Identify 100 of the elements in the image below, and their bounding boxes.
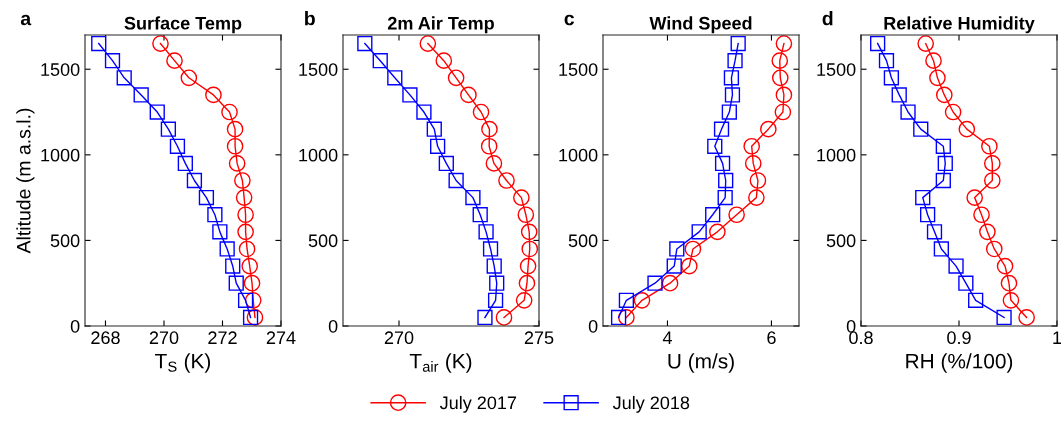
point [242, 309, 259, 326]
point [900, 104, 916, 120]
y-axis-title: Altitude (m a.s.l.) [16, 108, 35, 254]
point [633, 291, 651, 309]
x-tick-label: 6 [767, 331, 776, 345]
point [180, 69, 198, 87]
point [917, 35, 935, 52]
point [775, 35, 793, 52]
point [219, 241, 235, 257]
point [498, 172, 515, 189]
point [1018, 309, 1035, 326]
point [152, 35, 169, 52]
point [721, 104, 737, 120]
y-tick-label: 0 [588, 319, 598, 333]
point [241, 257, 259, 275]
point [958, 275, 974, 291]
point [513, 189, 530, 206]
y-tick-label: 500 [568, 234, 598, 248]
point [426, 121, 442, 137]
point [234, 172, 251, 189]
chart-title: Surface Temp [124, 16, 242, 34]
x-tick-label: 272 [208, 331, 237, 344]
point [680, 257, 698, 275]
x-tick-label: 274 [266, 331, 296, 344]
point [519, 257, 537, 275]
point [709, 223, 726, 241]
point [926, 224, 943, 240]
point [419, 35, 437, 52]
point [91, 35, 107, 52]
y-tick-label: 500 [50, 234, 80, 248]
x-axis-title: RH (%/100) [906, 353, 1013, 373]
point [226, 137, 244, 155]
point [744, 155, 762, 172]
point [482, 241, 499, 257]
point [937, 155, 953, 172]
x-axis-title: T$_{S}$ (K) [155, 353, 211, 373]
point [460, 86, 477, 104]
y-tick-label: 1000 [299, 148, 338, 162]
point [486, 258, 502, 274]
point [891, 87, 907, 103]
y-tick-label: 1000 [817, 148, 856, 162]
point [205, 86, 222, 104]
point [985, 240, 1003, 258]
point [981, 137, 998, 155]
y-tick-label: 1500 [817, 63, 856, 76]
point [684, 240, 702, 258]
point [717, 189, 733, 206]
point [221, 103, 238, 121]
point [133, 87, 149, 103]
chart-title: Relative Humidity [884, 16, 1035, 34]
chart-title: 2m Air Temp [387, 16, 494, 34]
point [968, 292, 984, 308]
point [518, 274, 536, 292]
point [416, 104, 432, 120]
point [448, 172, 464, 189]
point [228, 155, 246, 172]
point [669, 241, 685, 257]
text: a [20, 14, 32, 26]
y-tick-label: 0 [846, 319, 856, 333]
point [238, 240, 256, 258]
point [948, 258, 964, 274]
point [1002, 291, 1020, 309]
point [718, 172, 734, 189]
x-tick-label: 275 [524, 331, 554, 345]
point [104, 53, 121, 69]
point [495, 309, 513, 326]
legend-label: July 2017 [439, 395, 517, 413]
point [774, 103, 792, 121]
x-axis-title: U (m/s) [668, 353, 734, 373]
point [207, 207, 223, 223]
point [958, 120, 976, 138]
x-tick-label: 0.8 [849, 331, 873, 345]
point [237, 206, 254, 224]
point [1000, 274, 1018, 292]
point [870, 35, 886, 52]
text: b [305, 11, 315, 26]
point [935, 172, 951, 189]
point [724, 87, 741, 103]
point [225, 258, 241, 274]
point [480, 137, 498, 155]
point [237, 223, 254, 241]
point [935, 86, 953, 104]
point [521, 240, 539, 258]
point [759, 120, 777, 138]
point [915, 189, 931, 206]
y-tick-label: 1000 [559, 148, 598, 162]
point [618, 292, 635, 308]
point [198, 189, 215, 206]
point [730, 35, 746, 52]
x-axis-title: T$_{air}$ (K) [409, 353, 472, 373]
point [481, 120, 498, 138]
point [430, 138, 446, 154]
point [517, 206, 535, 224]
y-tick-label: 1500 [299, 63, 338, 76]
point [647, 275, 663, 291]
point [243, 274, 261, 292]
point [996, 257, 1014, 275]
point [186, 172, 203, 189]
x-tick-label: 270 [384, 331, 414, 345]
point [477, 309, 493, 326]
